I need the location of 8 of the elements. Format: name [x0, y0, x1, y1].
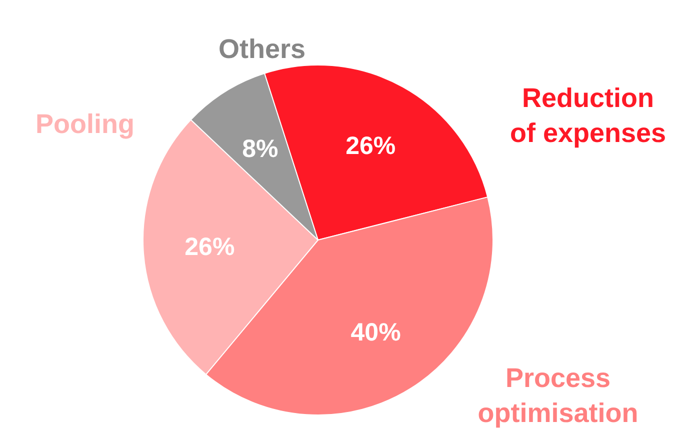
- data-label: 26%: [346, 132, 396, 160]
- slice-label: Others: [218, 34, 306, 64]
- data-label: 40%: [350, 318, 401, 347]
- slice-label: Reduction of expenses: [510, 83, 666, 148]
- data-label: 8%: [242, 134, 278, 163]
- slice-label: Pooling: [36, 109, 134, 139]
- slice-label: Process optimisation: [478, 363, 638, 428]
- data-label: 26%: [184, 233, 235, 262]
